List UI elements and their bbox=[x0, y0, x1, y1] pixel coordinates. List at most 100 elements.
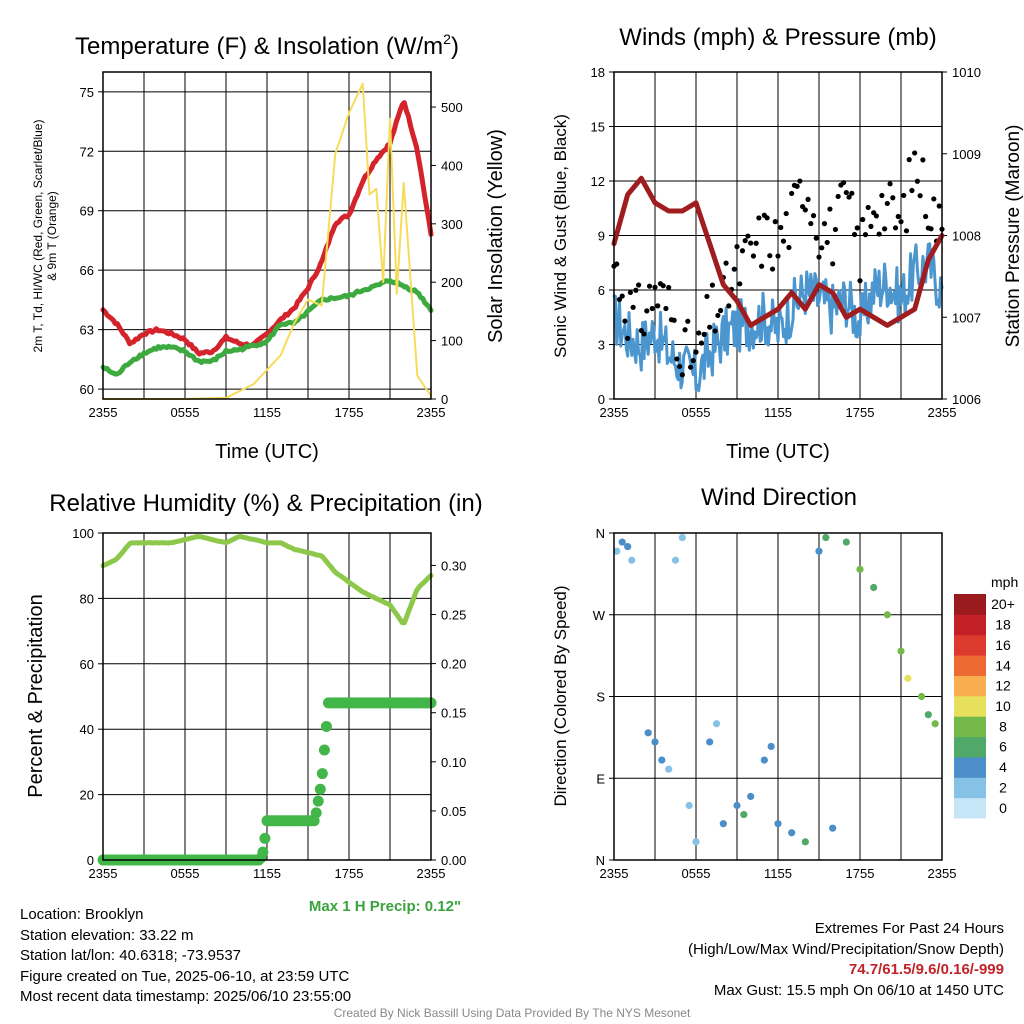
station-info: Location: Brooklyn Station elevation: 33… bbox=[20, 905, 351, 1008]
wind-gust-point bbox=[928, 226, 934, 232]
wind-gust-point bbox=[794, 183, 800, 189]
wind-gust-point bbox=[690, 357, 696, 364]
wind-gust-point bbox=[906, 157, 912, 163]
wind-gust-point bbox=[707, 324, 713, 330]
dir-y-tick-label: W bbox=[593, 608, 606, 623]
temp-x-tick-label: 2355 bbox=[417, 405, 446, 420]
wind-gust-point bbox=[737, 281, 743, 287]
wind-y-tick-label: 9 bbox=[598, 229, 605, 244]
wind-gust-point bbox=[909, 187, 915, 194]
max-gust: Max Gust: 15.5 mph On 06/10 at 1450 UTC bbox=[713, 981, 1004, 999]
wind-gust-point bbox=[682, 327, 688, 333]
wind-gust-point bbox=[827, 206, 833, 212]
rh-x-tick-label: 1755 bbox=[335, 866, 364, 881]
dir-point bbox=[719, 820, 727, 828]
wind-gust-point bbox=[614, 261, 620, 267]
rh-y-tick-label: 80 bbox=[80, 591, 94, 606]
rh-x-tick-label: 1155 bbox=[253, 866, 281, 881]
wind-gust-point bbox=[693, 349, 699, 355]
wind-gust-point bbox=[660, 283, 666, 289]
dir-x-tick-label: 1155 bbox=[764, 866, 792, 881]
dir-y-tick-label: N bbox=[596, 526, 605, 541]
wind-x-tick-label: 2355 bbox=[600, 405, 629, 420]
wind-gust-point bbox=[797, 178, 803, 184]
dir-point bbox=[774, 820, 782, 828]
dir-point bbox=[613, 547, 621, 555]
rh-frame bbox=[102, 532, 432, 861]
colorbar-label: 18 bbox=[995, 617, 1011, 633]
wind-x-tick-label: 1755 bbox=[846, 405, 875, 420]
extremes-values: 74.7/61.5/9.6/0.16/-999 bbox=[848, 961, 1004, 978]
wind-series-wind bbox=[612, 242, 944, 393]
wind-gust-point bbox=[810, 213, 817, 219]
colorbar-label: 4 bbox=[999, 759, 1007, 775]
wind-gust-point bbox=[715, 312, 721, 319]
wind-gust-point bbox=[679, 372, 685, 378]
rh-precip-point bbox=[259, 832, 271, 844]
wind-gust-point bbox=[841, 179, 847, 186]
wind-gust-point bbox=[745, 233, 751, 239]
colorbar-label: 2 bbox=[999, 779, 1007, 795]
dir-point bbox=[651, 738, 659, 746]
wind-gust-point bbox=[868, 223, 874, 229]
wind-frame bbox=[613, 71, 943, 400]
wind-gust-point bbox=[633, 287, 639, 293]
wind-y-right-tick-label: 1008 bbox=[952, 229, 981, 244]
wind-gust-point bbox=[830, 261, 836, 267]
colorbar-swatch bbox=[954, 716, 986, 738]
wind-gust-point bbox=[764, 215, 770, 221]
wind-gust-point bbox=[709, 282, 716, 288]
rh-precip-point bbox=[318, 744, 330, 756]
colorbar-swatch bbox=[954, 797, 986, 819]
colorbar-label: 10 bbox=[995, 698, 1011, 714]
colorbar-swatch bbox=[954, 675, 986, 697]
dir-point bbox=[760, 756, 768, 764]
wind-gust-point bbox=[903, 228, 910, 234]
temp-series-temp bbox=[100, 100, 434, 357]
wind-gust-point bbox=[816, 254, 822, 260]
rh-y-right-tick-label: 0.20 bbox=[441, 657, 466, 672]
rh-y-right-tick-label: 0.30 bbox=[441, 558, 466, 573]
temp-y-axis-label-left-1: 2m T, Td, HI/WC (Red, Green, Scarlet/Blu… bbox=[31, 120, 45, 353]
dir-y-tick-label: E bbox=[596, 771, 605, 786]
dir-x-tick-label: 2355 bbox=[600, 866, 629, 881]
temp-x-tick-label: 2355 bbox=[89, 405, 118, 420]
dir-point bbox=[618, 538, 626, 546]
temp-x-tick-label: 0555 bbox=[171, 405, 200, 420]
rh-y-right-tick-label: 0.15 bbox=[441, 706, 466, 721]
wind-gust-point bbox=[712, 328, 718, 334]
temp-y-right-tick-label: 200 bbox=[441, 275, 463, 290]
wind-gust-point bbox=[901, 192, 907, 199]
dir-point bbox=[665, 765, 673, 773]
wind-gust-point bbox=[652, 284, 658, 290]
dir-point bbox=[628, 556, 636, 564]
wind-y-tick-label: 12 bbox=[591, 174, 605, 189]
chart-title-wind-direction: Wind Direction bbox=[701, 484, 857, 511]
station-elevation: Station elevation: 33.22 m bbox=[20, 926, 194, 944]
plot-layer: 2355 0555 1155 1755 235560636669727501002003… bbox=[72, 65, 1015, 881]
wind-gust-point bbox=[674, 356, 680, 362]
wind-gust-point bbox=[767, 253, 773, 259]
dir-point bbox=[904, 674, 912, 682]
rh-y-right-tick-label: 0.25 bbox=[441, 608, 466, 623]
rh-precip-point bbox=[316, 768, 328, 780]
dir-y-axis-label-left: Direction (Colored By Speed) bbox=[551, 585, 570, 806]
max-precip-label: Max 1 H Precip: 0.12" bbox=[309, 898, 461, 915]
wind-gust-point bbox=[887, 181, 893, 187]
dir-point bbox=[678, 533, 686, 542]
temp-y-tick-label: 75 bbox=[80, 85, 94, 100]
dir-x-tick-label: 1755 bbox=[846, 866, 875, 881]
dir-point bbox=[712, 720, 721, 728]
chart-title-temperature: Temperature (F) & Insolation (W/m2) bbox=[75, 31, 459, 60]
wind-gust-point bbox=[819, 245, 825, 251]
wind-gust-point bbox=[630, 304, 636, 310]
wind-gust-point bbox=[786, 244, 792, 251]
wind-y-tick-label: 18 bbox=[591, 65, 605, 80]
wind-gust-point bbox=[789, 190, 795, 197]
temp-y-tick-label: 60 bbox=[80, 382, 94, 397]
dir-frame bbox=[613, 532, 943, 861]
credit-line: Created By Nick Bassill Using Data Provi… bbox=[333, 1006, 691, 1020]
wind-y-tick-label: 15 bbox=[591, 120, 605, 135]
wind-gust-point bbox=[898, 219, 904, 225]
wind-gust-point bbox=[882, 226, 888, 232]
